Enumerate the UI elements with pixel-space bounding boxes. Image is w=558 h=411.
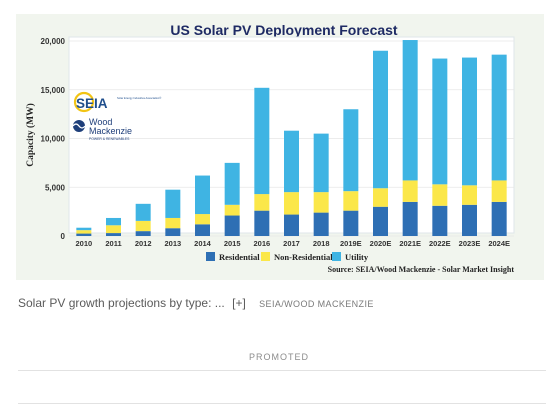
legend-label: Residential [219, 252, 260, 262]
x-tick-label: 2019E [340, 239, 362, 248]
y-tick-label: 15,000 [41, 86, 66, 95]
chart-source: Source: SEIA/Wood Mackenzie - Solar Mark… [328, 265, 515, 274]
bar-segment [343, 191, 359, 211]
promoted-label: PROMOTED [248, 352, 309, 362]
bars [76, 40, 507, 236]
legend-label: Utility [345, 252, 369, 262]
divider [18, 370, 546, 371]
bar-segment [106, 233, 121, 236]
bar-segment [284, 130, 299, 193]
bar-segment [135, 231, 151, 236]
x-tick-label: 2024E [488, 239, 510, 248]
chart-title: US Solar PV Deployment Forecast [170, 22, 398, 38]
x-tick-label: 2012 [135, 239, 152, 248]
x-axis: 2010 2011 2012 2013 2014 2015 2016 2017 2018 2019… [75, 239, 510, 248]
seia-logo: SEIA Solar Energy Industries Association… [73, 91, 161, 113]
bar-segment [76, 233, 92, 236]
bar-segment [313, 212, 329, 236]
bar-segment [135, 203, 151, 221]
bar-segment [195, 224, 210, 236]
caption-text: Solar PV growth projections by type: ... [18, 296, 225, 310]
x-tick-label: 2011 [105, 239, 121, 248]
image-credit: SEIA/WOOD MACKENZIE [259, 299, 374, 309]
x-tick-label: 2023E [459, 239, 481, 248]
bar-segment [313, 133, 329, 193]
x-tick-label: 2020E [370, 239, 392, 248]
bar-segment [224, 162, 240, 205]
x-tick-label: 2018 [313, 239, 330, 248]
y-tick-label: 0 [61, 232, 66, 241]
bar-segment [76, 227, 92, 231]
bar-segment [373, 206, 388, 236]
wood-mackenzie-wave-icon [72, 123, 86, 129]
seia-logo-text: SEIA [76, 96, 108, 111]
y-tick-label: 10,000 [41, 135, 66, 144]
bar-segment [313, 192, 329, 213]
bar-segment [224, 215, 240, 236]
y-axis: 0 5,000 10,000 15,000 20,000 [41, 37, 66, 241]
bar-segment [462, 185, 477, 205]
bar-segment [284, 214, 299, 236]
bar-segment [343, 109, 359, 192]
bar-segment [402, 201, 418, 236]
bar-segment [491, 201, 507, 236]
bar-segment [76, 230, 92, 234]
bar-segment [165, 189, 181, 218]
bar-segment [402, 180, 418, 202]
bar-segment [432, 205, 448, 236]
legend-swatch [261, 252, 270, 261]
y-tick-label: 5,000 [45, 183, 66, 192]
bar-segment [195, 175, 210, 215]
chart-figure: US Solar PV Deployment Forecast 0 5,000 10… [16, 14, 544, 280]
image-caption: Solar PV growth projections by type: ...… [18, 296, 374, 310]
divider [18, 403, 546, 404]
x-tick-label: 2010 [75, 239, 92, 248]
x-tick-label: 2015 [224, 239, 241, 248]
bar-segment [432, 184, 448, 206]
bar-segment [284, 192, 299, 215]
x-tick-label: 2021E [399, 239, 421, 248]
bar-segment [165, 228, 181, 236]
x-tick-label: 2014 [194, 239, 212, 248]
bar-segment [343, 210, 359, 236]
y-tick-label: 20,000 [41, 37, 66, 46]
legend: Residential Non-Residential Utility [206, 252, 369, 262]
bar-segment [195, 214, 210, 225]
bar-segment [135, 220, 151, 232]
sun-icon [73, 91, 95, 113]
bar-segment [491, 54, 507, 181]
bar-segment [106, 217, 121, 226]
bar-segment [254, 87, 270, 195]
x-tick-label: 2022E [429, 239, 451, 248]
expand-caption-button[interactable]: [+] [232, 296, 246, 310]
x-tick-label: 2016 [253, 239, 270, 248]
y-axis-label: Capacity (MW) [25, 103, 36, 167]
x-tick-label: 2013 [164, 239, 181, 248]
legend-swatch [206, 252, 215, 261]
chart: US Solar PV Deployment Forecast 0 5,000 10… [25, 22, 515, 274]
bar-segment [373, 188, 388, 207]
bar-segment [402, 40, 418, 181]
wood-mackenzie-logo-tagline: POWER & RENEWABLES [89, 137, 130, 141]
bar-segment [106, 225, 121, 234]
bar-segment [165, 217, 181, 229]
wood-mackenzie-logo-text: Wood Mackenzie [89, 117, 132, 136]
bar-segment [224, 204, 240, 216]
bar-segment [254, 210, 270, 236]
x-tick-label: 2017 [283, 239, 300, 248]
wood-mackenzie-logo: Wood Mackenzie POWER & RENEWABLES [72, 117, 132, 141]
bar-segment [373, 50, 388, 189]
legend-swatch [332, 252, 341, 261]
legend-label: Non-Residential [274, 252, 333, 262]
bar-segment [462, 57, 477, 186]
bar-segment [491, 180, 507, 202]
bar-segment [462, 204, 477, 236]
seia-logo-tagline: Solar Energy Industries Association® [117, 96, 161, 100]
bar-segment [254, 194, 270, 211]
bar-segment [432, 58, 448, 185]
